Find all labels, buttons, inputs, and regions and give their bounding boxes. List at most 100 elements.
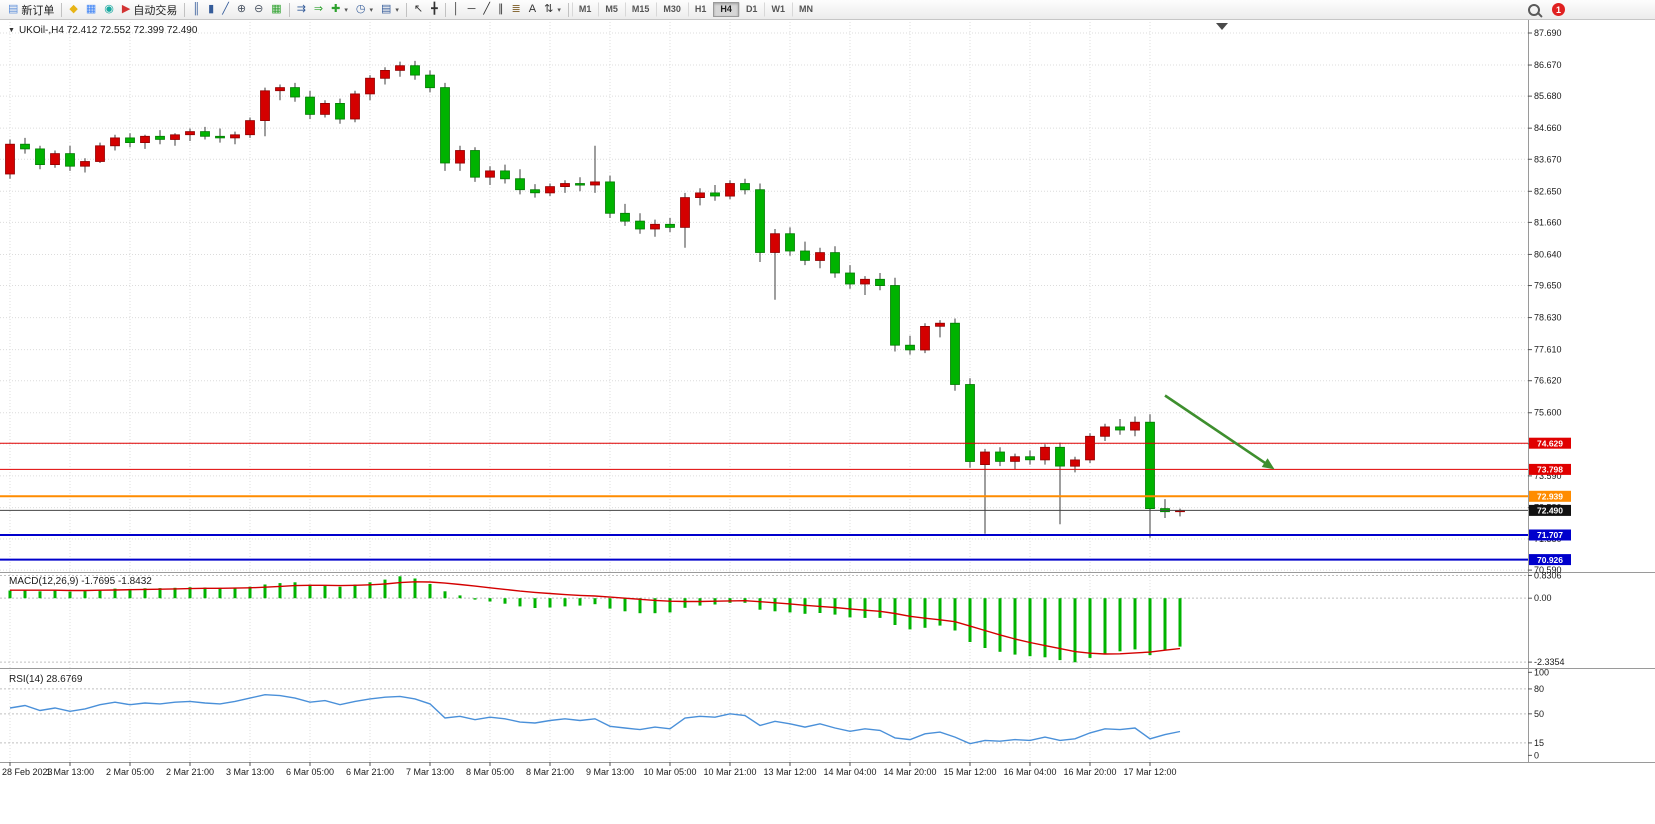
svg-text:81.660: 81.660 [1534,217,1562,227]
navigator-button[interactable]: ◉ [100,1,118,18]
macd-indicator-label: MACD(12,26,9) -1.7695 -1.8432 [9,576,152,587]
price-scale[interactable]: 87.690 86.670 85.680 84.660 83.670 82.650 81.6… [1528,28,1565,760]
svg-text:74.629: 74.629 [1537,438,1563,448]
svg-text:2 Mar 05:00: 2 Mar 05:00 [106,767,154,777]
timeframe-button-m30[interactable]: M30 [656,2,688,17]
chart-title-text: UKOil-,H4 72.412 72.552 72.399 72.490 [18,25,198,36]
indicators-button[interactable]: ✚ ▾ [327,1,352,18]
periods-button[interactable]: ◷ ▾ [352,1,377,18]
price-tag [1529,529,1571,541]
timeframe-button-m15[interactable]: M15 [624,2,657,17]
crosshair-button[interactable]: ╋ [427,1,442,18]
svg-text:72.939: 72.939 [1537,492,1563,502]
svg-text:10 Mar 21:00: 10 Mar 21:00 [703,767,756,777]
chart-canvas[interactable]: 87.690 86.670 85.680 84.660 83.670 82.650 81.6… [0,20,1655,824]
svg-text:71.707: 71.707 [1537,530,1563,540]
trend-arrow-object[interactable] [1164,394,1275,470]
chart-shift-button[interactable]: ⇒ [310,1,327,18]
svg-text:85.680: 85.680 [1534,91,1562,101]
toolbar-separator [288,2,290,17]
svg-text:72.490: 72.490 [1537,506,1563,516]
zoom-out-button[interactable]: ⊖ [250,1,267,18]
toolbar-separator [567,2,569,17]
svg-text:2 Mar 21:00: 2 Mar 21:00 [166,767,214,777]
channel-icon: ∥ [498,3,504,15]
svg-text:50: 50 [1534,709,1544,719]
notification-badge[interactable]: 1 [1552,3,1565,16]
horizontal-line-button[interactable]: ─ [464,1,480,18]
current-price-line: 72.490 [0,504,1571,516]
data-window-icon: ▦ [85,3,97,15]
new-order-button[interactable]: ▤ 新订单 [4,1,58,18]
text-button[interactable]: A [525,1,540,18]
svg-text:80.640: 80.640 [1534,249,1562,259]
svg-text:75.600: 75.600 [1534,408,1562,418]
arrows-button[interactable]: ⇅ ▾ [540,1,565,18]
horizontal-line-object[interactable]: 74.629 [0,437,1571,449]
channel-button[interactable]: ∥ [494,1,508,18]
horizontal-line-object[interactable]: 70.926 [0,554,1571,566]
one-click-trading-collapse-icon[interactable]: ▼ [8,27,15,34]
toolbar-separator [405,2,407,17]
svg-text:70.926: 70.926 [1537,555,1563,565]
horizontal-line-object[interactable]: 73.798 [0,463,1571,475]
svg-text:13 Mar 12:00: 13 Mar 12:00 [763,767,816,777]
svg-text:8 Mar 05:00: 8 Mar 05:00 [466,767,514,777]
timeframe-button-h1[interactable]: H1 [687,2,714,17]
data-window-button[interactable]: ▦ [82,1,100,18]
svg-text:14 Mar 20:00: 14 Mar 20:00 [883,767,936,777]
text-icon: A [528,3,537,15]
autotrading-button-label: 自动交易 [133,4,178,17]
timeframe-button-mn[interactable]: MN [791,2,820,17]
horizontal-line-icon: ─ [467,3,476,15]
autotrading-icon: ▶ [121,3,131,15]
search-icon[interactable] [1528,3,1540,16]
timeframe-button-w1[interactable]: W1 [764,2,792,17]
timeframe-button-m5[interactable]: M5 [598,2,625,17]
chart-title: ▼ UKOil-,H4 72.412 72.552 72.399 72.490 [8,25,197,36]
svg-text:0.00: 0.00 [1534,593,1552,603]
svg-text:28 Feb 2023: 28 Feb 2023 [2,767,53,777]
svg-text:73.798: 73.798 [1537,465,1563,475]
cursor-button[interactable]: ↖ [410,1,427,18]
chart-shift-icon: ⇒ [313,3,324,15]
svg-text:0.8306: 0.8306 [1534,570,1562,580]
price-tag [1529,554,1571,566]
price-tag [1529,490,1571,502]
svg-text:9 Mar 13:00: 9 Mar 13:00 [586,767,634,777]
templates-icon: ▤ [380,3,392,15]
horizontal-line-object[interactable]: 71.707 [0,529,1571,541]
market-watch-icon: ◆ [69,3,78,15]
macd-histogram [8,576,1182,663]
new-order-icon: ▤ [8,3,19,15]
templates-button[interactable]: ▤ ▾ [377,1,403,18]
rsi-indicator-label: RSI(14) 28.6769 [9,674,83,685]
chart-shift-marker[interactable] [1216,23,1228,30]
candlestick-chart-button[interactable]: ▮ [204,1,218,18]
tile-windows-button[interactable]: ▦ [267,1,285,18]
bar-chart-button[interactable]: ║ [188,1,204,18]
new-order-button-label: 新订单 [21,4,55,17]
vertical-line-button[interactable]: │ [449,1,464,18]
rsi-line [9,693,1181,745]
timeframe-button-d1[interactable]: D1 [738,2,765,17]
arrows-icon: ⇅ [544,3,554,15]
auto-scroll-button[interactable]: ⇉ [293,1,310,18]
fibonacci-button[interactable]: ≣ [508,1,525,18]
panel-borders [0,20,1655,763]
timeframe-button-m1[interactable]: M1 [571,2,599,17]
autotrading-button[interactable]: ▶ 自动交易 [118,1,181,18]
horizontal-line-object[interactable]: 72.939 [0,490,1571,502]
zoom-in-button[interactable]: ⊕ [233,1,250,18]
timeframe-button-h4[interactable]: H4 [713,2,739,17]
navigator-icon: ◉ [104,3,114,15]
trendline-button[interactable]: ╱ [479,1,494,18]
svg-text:82.650: 82.650 [1534,186,1562,196]
auto-scroll-icon: ⇉ [296,3,306,15]
svg-text:87.690: 87.690 [1534,28,1562,38]
svg-text:100: 100 [1534,667,1549,677]
periods-icon: ◷ [355,3,366,15]
line-chart-button[interactable]: ╱ [218,1,233,18]
market-watch-button[interactable]: ◆ [65,1,81,18]
